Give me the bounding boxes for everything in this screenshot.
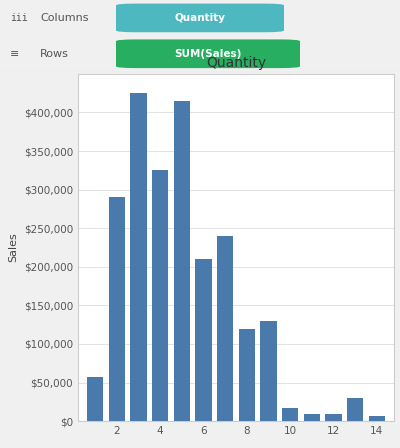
Text: Quantity: Quantity bbox=[174, 13, 226, 23]
Title: Quantity: Quantity bbox=[206, 56, 266, 70]
Bar bbox=[239, 328, 255, 421]
Bar bbox=[368, 417, 385, 421]
Bar bbox=[304, 414, 320, 421]
Bar bbox=[347, 398, 363, 421]
Bar bbox=[196, 259, 212, 421]
Bar bbox=[217, 236, 233, 421]
Text: SUM(Sales): SUM(Sales) bbox=[174, 49, 242, 59]
FancyBboxPatch shape bbox=[116, 39, 300, 68]
Text: Rows: Rows bbox=[40, 49, 69, 59]
Bar bbox=[260, 321, 276, 421]
Text: Columns: Columns bbox=[40, 13, 88, 23]
Y-axis label: Sales: Sales bbox=[8, 233, 18, 263]
Text: ≡: ≡ bbox=[10, 49, 19, 59]
Bar bbox=[109, 198, 125, 421]
Bar bbox=[282, 408, 298, 421]
Bar bbox=[174, 101, 190, 421]
Text: iii: iii bbox=[10, 13, 28, 23]
Bar bbox=[87, 377, 104, 421]
Bar bbox=[325, 414, 342, 421]
Bar bbox=[130, 93, 147, 421]
FancyBboxPatch shape bbox=[116, 4, 284, 32]
Bar bbox=[152, 170, 168, 421]
